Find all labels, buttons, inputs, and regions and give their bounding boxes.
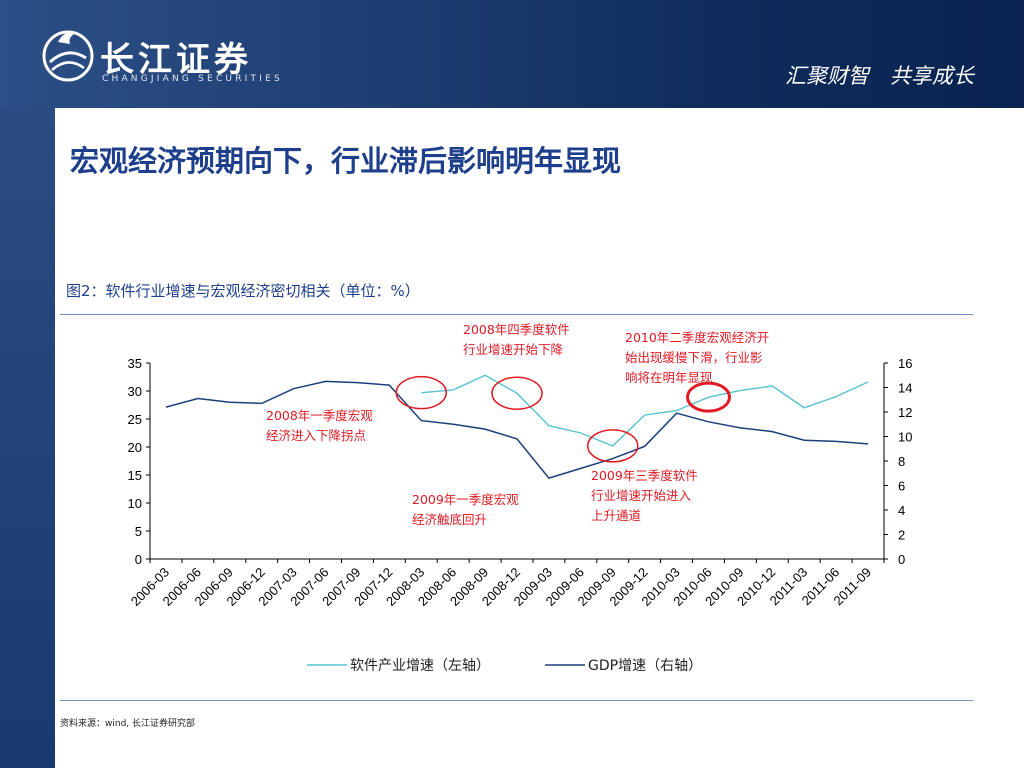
annotation-line: 2008年一季度宏观 <box>266 408 373 423</box>
annotation-line: 2009年三季度软件 <box>591 468 698 483</box>
annotation-line: 响将在明年显现 <box>625 370 713 385</box>
highlight-circle <box>586 429 639 463</box>
left-axis-tick-label: 0 <box>135 552 142 567</box>
annotation-line: 经济进入下降拐点 <box>266 428 367 443</box>
chart-legend: 软件产业增速（左轴） GDP增速（右轴） <box>307 658 702 674</box>
highlight-markers <box>395 375 731 463</box>
annotation-2009q3-software: 2009年三季度软件 行业增速开始进入 上升通道 <box>591 466 698 526</box>
left-axis-tick-label: 15 <box>128 468 142 483</box>
right-axis-tick-label: 12 <box>898 405 912 420</box>
gdp-growth-line <box>165 380 869 479</box>
page-title: 宏观经济预期向下，行业滞后影响明年显现 <box>70 144 622 178</box>
annotation-line: 2009年一季度宏观 <box>412 492 519 507</box>
header-banner <box>0 0 1024 108</box>
right-axis-tick-label: 14 <box>898 381 912 396</box>
left-axis-tick-label: 20 <box>128 440 142 455</box>
left-axis-ticks: 0 5 10 15 20 25 30 35 <box>128 356 150 567</box>
annotation-line: 2008年四季度软件 <box>463 322 570 337</box>
annotation-line: 行业增速开始下降 <box>463 342 564 357</box>
left-axis-tick-label: 25 <box>128 412 142 427</box>
highlight-circle <box>491 376 543 410</box>
right-axis-tick-label: 0 <box>898 552 905 567</box>
changjiang-logo-icon <box>42 30 94 82</box>
logo-chinese-name: 长江证券 <box>100 40 252 80</box>
highlight-circle <box>395 375 448 410</box>
top-divider <box>60 314 973 315</box>
right-axis-tick-label: 4 <box>898 503 905 518</box>
annotation-line: 上升通道 <box>591 508 642 523</box>
right-axis-tick-label: 6 <box>898 479 905 494</box>
right-axis-tick-label: 16 <box>898 356 912 371</box>
bottom-divider <box>60 700 973 701</box>
figure-title: 图2：软件行业增速与宏观经济密切相关（单位：%） <box>66 282 420 300</box>
highlight-circle <box>685 381 731 413</box>
logo-english-name: CHANGJIANG SECURITIES <box>102 74 283 84</box>
right-axis-tick-label: 8 <box>898 454 905 469</box>
annotation-line: 2010年二季度宏观经济开 <box>625 330 770 345</box>
annotation-2008q4-software: 2008年四季度软件 行业增速开始下降 <box>463 320 570 360</box>
x-axis-labels: 2006-032006-062006-092006-122007-032007-… <box>128 559 885 609</box>
legend-gdp-label: GDP增速（右轴） <box>588 658 702 674</box>
right-axis-tick-label: 2 <box>898 528 905 543</box>
side-strip <box>0 108 55 768</box>
left-axis-tick-label: 10 <box>128 496 142 511</box>
left-axis-tick-label: 5 <box>135 524 142 539</box>
annotation-line: 经济触底回升 <box>412 512 488 527</box>
legend-software-label: 软件产业增速（左轴） <box>350 658 490 674</box>
annotation-2008q1-macro: 2008年一季度宏观 经济进入下降拐点 <box>266 406 373 446</box>
annotation-line: 始出现缓慢下滑，行业影 <box>625 350 763 365</box>
annotation-2010q2-macro: 2010年二季度宏观经济开 始出现缓慢下滑，行业影 响将在明年显现 <box>625 328 769 388</box>
main-panel <box>55 108 1024 768</box>
left-axis-tick-label: 35 <box>128 356 142 371</box>
left-axis-tick-label: 30 <box>128 384 142 399</box>
slogan: 汇聚财智 共享成长 <box>785 64 974 88</box>
software-growth-line <box>421 374 869 447</box>
annotation-2009q1-macro: 2009年一季度宏观 经济触底回升 <box>412 490 519 530</box>
right-axis-ticks: 0 2 4 6 8 10 12 14 16 <box>884 356 912 567</box>
annotation-line: 行业增速开始进入 <box>591 488 692 503</box>
series-lines <box>165 374 869 479</box>
right-axis-tick-label: 10 <box>898 430 912 445</box>
source-note: 资料来源：wind, 长江证券研究部 <box>60 719 196 729</box>
